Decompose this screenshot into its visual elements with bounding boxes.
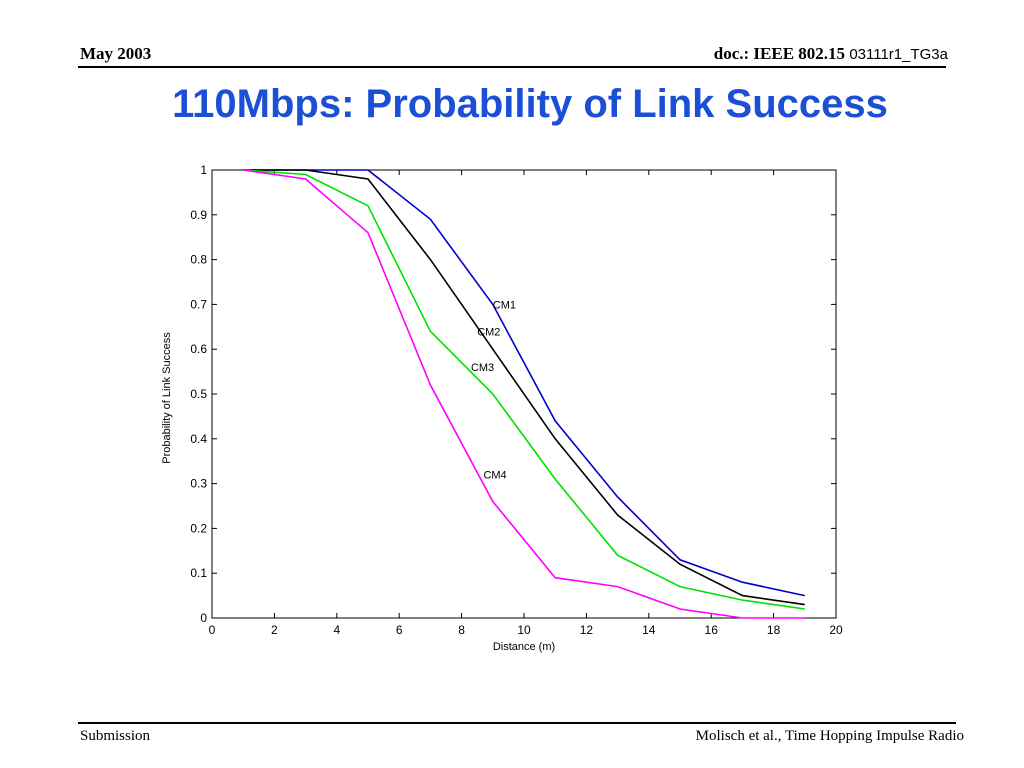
y-tick-label: 1: [200, 163, 207, 177]
y-tick-label: 0.2: [190, 521, 207, 535]
y-tick-label: 0.6: [190, 342, 207, 356]
x-tick-label: 0: [209, 623, 216, 637]
y-tick-label: 0.8: [190, 253, 207, 267]
y-tick-label: 0.7: [190, 297, 207, 311]
y-tick-label: 0.9: [190, 208, 207, 222]
header-doc-id: doc.: IEEE 802.15 03111r1_TG3a: [714, 44, 948, 64]
x-tick-label: 6: [396, 623, 403, 637]
slide-title: 110Mbps: Probability of Link Success: [172, 82, 888, 126]
header-rule: [78, 66, 946, 68]
x-axis-label: Distance (m): [493, 641, 555, 653]
x-tick-label: 16: [705, 623, 719, 637]
y-axis-label: Probability of Link Success: [161, 332, 173, 464]
y-tick-label: 0.4: [190, 432, 207, 446]
series-lines: [243, 169, 805, 619]
series-line-cm2: [243, 169, 805, 606]
doc-prefix: doc.: IEEE 802.15: [713, 44, 846, 63]
x-tick-label: 12: [580, 623, 594, 637]
x-tick-label: 2: [271, 623, 278, 637]
footer-rule: [78, 722, 956, 724]
series-line-cm1: [243, 169, 805, 597]
series-label-cm3: CM3: [471, 362, 494, 374]
x-tick-label: 8: [458, 623, 465, 637]
footer-authors: Molisch et al., Time Hopping Impulse Rad…: [695, 728, 964, 744]
series-line-cm3: [243, 169, 805, 610]
y-tick-labels: 0 0.1 0.2 0.3 0.4 0.5 0.6 0.7 0.8 0.9 1: [190, 163, 207, 625]
y-tick-label: 0: [200, 611, 207, 625]
doc-number: 03111r1_TG3a: [849, 46, 948, 63]
series-labels: CM1 CM2 CM3 CM4: [471, 299, 516, 481]
x-tick-label: 10: [517, 623, 531, 637]
y-tick-label: 0.3: [190, 477, 207, 491]
x-tick-label: 18: [767, 623, 781, 637]
x-tick-label: 4: [333, 623, 340, 637]
x-tick-label: 14: [642, 623, 656, 637]
series-label-cm2: CM2: [477, 326, 500, 338]
footer-submission: Submission: [80, 728, 151, 744]
x-tick-label: 20: [829, 623, 843, 637]
x-tick-labels: 0 2 4 6 8 10 12 14 16 18 20: [209, 623, 843, 637]
series-label-cm1: CM1: [493, 299, 516, 311]
series-label-cm4: CM4: [483, 470, 506, 482]
header-date: May 2003: [80, 44, 152, 63]
y-tick-label: 0.1: [190, 566, 207, 580]
series-line-cm4: [243, 169, 805, 619]
axis-ticks: [211, 169, 837, 619]
y-tick-label: 0.5: [190, 387, 207, 401]
